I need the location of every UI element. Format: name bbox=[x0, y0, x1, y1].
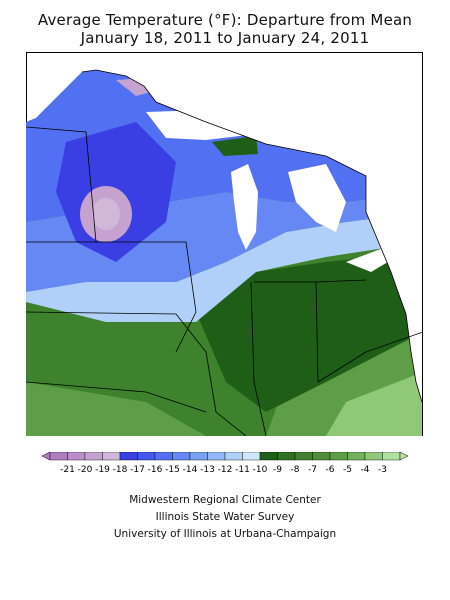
legend-swatch bbox=[119, 452, 138, 461]
legend-tick-label: -21 bbox=[60, 465, 75, 475]
legend-swatch bbox=[137, 452, 156, 461]
legend-tick-label: -17 bbox=[130, 465, 145, 475]
legend-tick-label: -19 bbox=[95, 465, 110, 475]
legend-swatch bbox=[189, 452, 208, 461]
map-date-range: January 18, 2011 to January 24, 2011 bbox=[80, 29, 370, 47]
legend-tick-label: -7 bbox=[308, 465, 317, 475]
legend-swatch bbox=[102, 452, 121, 461]
legend-tick-label: -12 bbox=[218, 465, 233, 475]
legend-tick-label: -8 bbox=[291, 465, 300, 475]
legend-swatch bbox=[207, 452, 226, 461]
legend-swatch bbox=[364, 452, 383, 461]
credit-mrcc: Midwestern Regional Climate Center bbox=[129, 494, 321, 506]
legend-swatch bbox=[224, 452, 243, 461]
legend-tick-label: -13 bbox=[200, 465, 215, 475]
legend-swatch bbox=[172, 452, 191, 461]
legend-swatch bbox=[382, 452, 401, 461]
legend-swatch bbox=[49, 452, 68, 461]
legend-swatch bbox=[84, 452, 103, 461]
legend-tick-label: -10 bbox=[253, 465, 268, 475]
legend-tick-label: -5 bbox=[343, 465, 352, 475]
legend-swatch bbox=[277, 452, 296, 461]
legend-tick-label: -3 bbox=[378, 465, 387, 475]
legend-arrow-right bbox=[399, 452, 409, 461]
legend-arrow-left bbox=[41, 452, 51, 461]
legend-swatch bbox=[312, 452, 331, 461]
legend-swatch bbox=[242, 452, 261, 461]
credit-isws: Illinois State Water Survey bbox=[155, 511, 295, 523]
legend-swatch bbox=[154, 452, 173, 461]
color-legend: -21 -20 -19 -18 -17 -16 -15 -14 -13 -12 -11 -10 -9 -8… bbox=[41, 452, 409, 475]
legend-tick-label: -9 bbox=[273, 465, 282, 475]
map-title: Average Temperature (°F): Departure from… bbox=[37, 11, 413, 29]
legend-tick-label: -16 bbox=[148, 465, 163, 475]
legend-tick-label: -14 bbox=[183, 465, 198, 475]
legend-tick-label: -18 bbox=[113, 465, 128, 475]
legend-tick-label: -20 bbox=[78, 465, 93, 475]
legend-tick-label: -15 bbox=[165, 465, 180, 475]
legend-tick-label: -4 bbox=[361, 465, 370, 475]
legend-swatch bbox=[294, 452, 313, 461]
legend-swatch bbox=[67, 452, 86, 461]
legend-swatch bbox=[347, 452, 366, 461]
legend-tick-label: -11 bbox=[235, 465, 250, 475]
temperature-departure-map bbox=[26, 52, 423, 436]
legend-swatch bbox=[329, 452, 348, 461]
legend-tick-label: -6 bbox=[326, 465, 335, 475]
legend-swatch bbox=[259, 452, 278, 461]
credit-uiuc: University of Illinois at Urbana-Champai… bbox=[113, 528, 337, 540]
